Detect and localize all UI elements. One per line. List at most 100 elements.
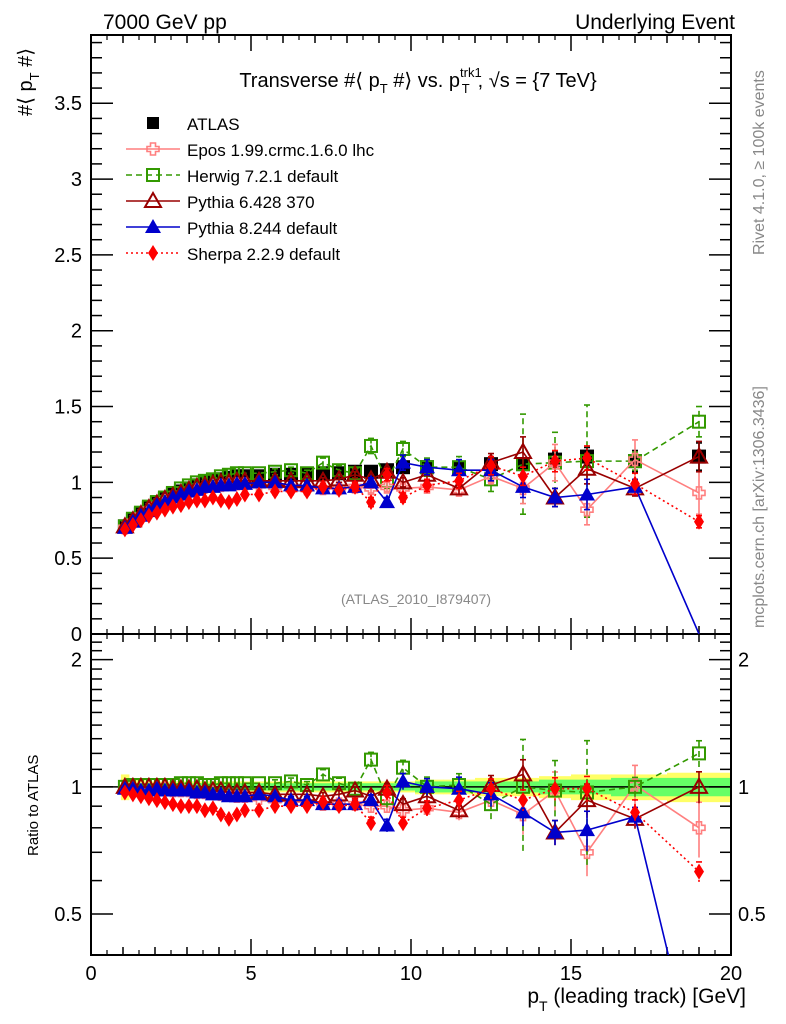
legend-marker <box>146 142 160 156</box>
point-sherpa-2-2-9-default <box>318 478 328 495</box>
x-tick-label: 0 <box>85 963 96 985</box>
ratio-point-pythia-6-428-370 <box>689 776 709 794</box>
ratio-point-sherpa-2-2-9-default <box>454 792 464 809</box>
point-sherpa-2-2-9-default <box>159 501 170 518</box>
point-pythia-8-244-default <box>236 475 253 490</box>
ratio-point-epos-1-99-crmc-1-6-0-lhc <box>692 820 706 835</box>
ratio-point-sherpa-2-2-9-default <box>223 810 234 827</box>
x-tick-label: 10 <box>400 963 422 985</box>
x-tick-label: 15 <box>560 963 582 985</box>
point-sherpa-2-2-9-default <box>135 512 146 529</box>
legend-marker <box>143 190 163 208</box>
point-pythia-8-244-default <box>251 474 267 489</box>
point-sherpa-2-2-9-default <box>231 491 242 508</box>
y-tick-label: 0.5 <box>54 548 82 570</box>
ratio-point-pythia-8-244-default <box>515 804 531 819</box>
point-sherpa-2-2-9-default <box>286 483 296 500</box>
ratio-point-herwig-7-2-1-default <box>332 776 346 791</box>
point-sherpa-2-2-9-default <box>366 494 376 511</box>
point-sherpa-2-2-9-default <box>334 481 344 498</box>
legend: ATLAS Epos 1.99.crmc.1.6.0 lhc Herwig 7.2.… <box>126 115 375 264</box>
x-tick-label: 20 <box>720 963 742 985</box>
ratio-ylabel: Ratio to ATLAS <box>25 755 42 856</box>
ratio-point-sherpa-2-2-9-default <box>231 806 242 823</box>
ratio-point-sherpa-2-2-9-default <box>175 798 186 815</box>
series-line-sherpa-2-2-9-default <box>124 457 700 531</box>
ratio-point-sherpa-2-2-9-default <box>127 786 138 803</box>
y-tick-label: 1.5 <box>54 397 82 419</box>
ratio-y-tick-label-right: 2 <box>738 650 749 672</box>
point-pythia-8-244-default <box>379 494 395 509</box>
ratio-point-pythia-6-428-370 <box>449 800 469 818</box>
y-tick-label: 2 <box>71 321 82 343</box>
point-sherpa-2-2-9-default <box>270 483 280 500</box>
point-sherpa-2-2-9-default <box>191 492 202 509</box>
ratio-point-sherpa-2-2-9-default <box>167 796 178 813</box>
point-sherpa-2-2-9-default <box>382 466 392 483</box>
point-sherpa-2-2-9-default <box>550 453 560 470</box>
legend-label: Sherpa 2.2.9 default <box>187 245 340 264</box>
point-epos-1-99-crmc-1-6-0-lhc <box>380 480 394 494</box>
ratio-point-epos-1-99-crmc-1-6-0-lhc <box>452 805 466 820</box>
legend-label: Pythia 6.428 370 <box>187 193 315 212</box>
x-axis-label: pT (leading track) [GeV] <box>527 985 746 1014</box>
point-pythia-6-428-370 <box>393 472 413 490</box>
point-pythia-8-244-default <box>547 489 563 504</box>
series-sherpa-2-2-9-default <box>119 445 704 538</box>
ratio-point-sherpa-2-2-9-default <box>199 802 210 819</box>
point-sherpa-2-2-9-default <box>302 483 312 500</box>
ratio-point-pythia-8-244-default <box>236 788 253 803</box>
point-herwig-7-2-1-default <box>284 463 298 478</box>
ratio-series-pythia-6-428-370 <box>115 758 709 846</box>
point-epos-1-99-crmc-1-6-0-lhc <box>452 483 466 497</box>
legend-entry-pythia-6-428-370: Pythia 6.428 370 <box>126 190 315 212</box>
ratio-point-sherpa-2-2-9-default <box>398 815 408 832</box>
point-pythia-8-244-default <box>395 454 411 469</box>
ratio-point-sherpa-2-2-9-default <box>550 780 560 797</box>
point-sherpa-2-2-9-default <box>486 457 496 474</box>
ratio-point-pythia-6-428-370 <box>513 764 533 782</box>
point-pythia-6-428-370 <box>689 446 709 464</box>
point-pythia-6-428-370 <box>577 458 597 476</box>
point-pythia-8-244-default <box>579 486 595 501</box>
point-sherpa-2-2-9-default <box>175 497 186 514</box>
ratio-point-pythia-8-244-default <box>395 773 411 788</box>
axes: 0 5 10 15 20 0 0.5 1 1.5 2 2.5 3 3.5 0.5 0.5 1 1 2 2 <box>54 34 766 985</box>
ratio-point-sherpa-2-2-9-default <box>286 798 296 815</box>
rivet-label: Rivet 4.1.0, ≥ 100k events <box>751 70 768 255</box>
ratio-y-tick-label: 2 <box>71 650 82 672</box>
point-sherpa-2-2-9-default <box>215 492 226 509</box>
ratio-point-pythia-8-244-default <box>547 824 563 839</box>
point-pythia-6-428-370 <box>513 442 533 460</box>
y-tick-label: 0 <box>71 624 82 646</box>
point-sherpa-2-2-9-default <box>143 507 154 524</box>
svg-text:#⟨ pT #⟩: #⟨ pT #⟩ <box>15 48 42 116</box>
ratio-point-herwig-7-2-1-default <box>316 767 330 782</box>
legend-marker <box>146 168 160 182</box>
point-herwig-7-2-1-default <box>316 455 330 470</box>
legend-entry-atlas: ATLAS <box>147 115 240 134</box>
ratio-point-sherpa-2-2-9-default <box>191 798 202 815</box>
ratio-point-pythia-8-244-default <box>451 780 467 795</box>
data-layer <box>115 404 709 955</box>
point-sherpa-2-2-9-default <box>167 498 178 515</box>
point-sherpa-2-2-9-default <box>207 489 218 506</box>
header-right: Underlying Event <box>575 11 735 34</box>
point-pythia-8-244-default <box>419 459 435 474</box>
point-herwig-7-2-1-default <box>692 414 706 429</box>
ratio-point-pythia-8-244-default <box>579 822 595 837</box>
ratio-point-herwig-7-2-1-default <box>364 752 378 767</box>
ratio-point-sherpa-2-2-9-default <box>582 780 592 797</box>
ratio-point-sherpa-2-2-9-default <box>270 798 280 815</box>
x-tick-label: 5 <box>245 963 256 985</box>
ratio-point-pythia-8-244-default <box>379 817 395 832</box>
ratio-point-sherpa-2-2-9-default <box>215 806 226 823</box>
ratio-point-pythia-6-428-370 <box>393 794 413 812</box>
ratio-point-sherpa-2-2-9-default <box>630 804 640 821</box>
legend-entry-pythia-8-244-default: Pythia 8.244 default <box>126 219 338 238</box>
point-sherpa-2-2-9-default <box>454 472 464 489</box>
point-sherpa-2-2-9-default <box>254 486 264 503</box>
legend-label: Herwig 7.2.1 default <box>187 167 338 186</box>
point-sherpa-2-2-9-default <box>183 494 194 511</box>
